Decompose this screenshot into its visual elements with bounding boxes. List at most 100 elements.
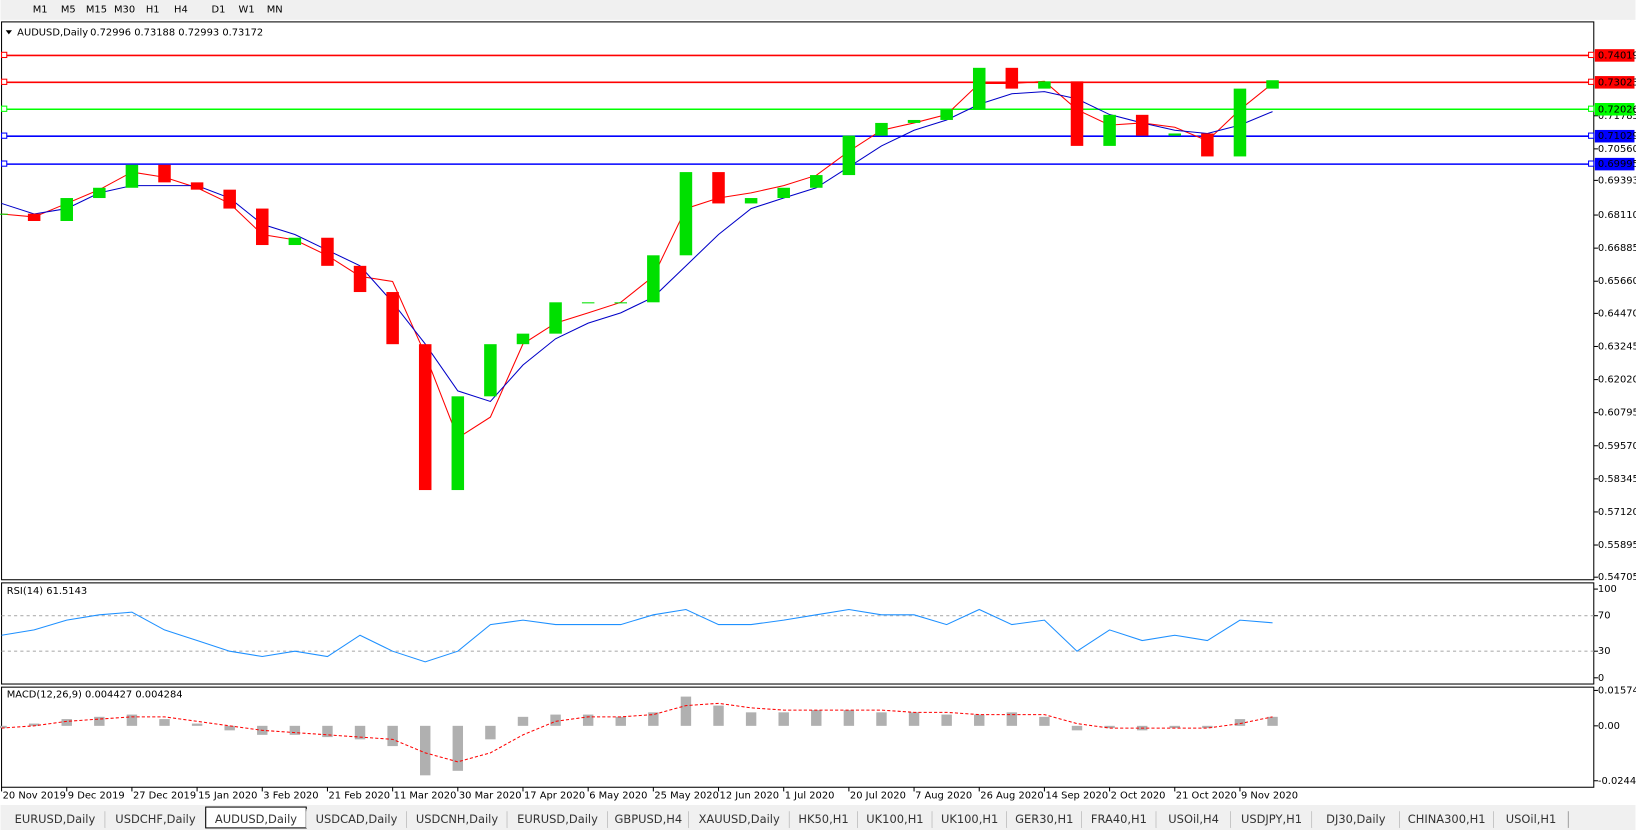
tab-label[interactable]: UK100,H1 <box>866 812 923 826</box>
timeframe-button[interactable]: M15 <box>86 4 107 15</box>
level-handle[interactable] <box>1588 160 1595 167</box>
level-handle[interactable] <box>1588 105 1595 112</box>
tab[interactable] <box>306 809 407 828</box>
tab-label[interactable]: USDJPY,H1 <box>1241 812 1302 826</box>
candle <box>1005 67 1019 89</box>
tab-label[interactable]: GBPUSD,H4 <box>615 812 683 826</box>
tab[interactable] <box>105 809 206 828</box>
candle <box>1233 88 1247 157</box>
histogram-bar <box>1234 719 1246 726</box>
timeframe-button[interactable]: MN <box>267 4 283 15</box>
level-label: 0.71029 <box>1598 131 1636 142</box>
candle <box>712 172 725 204</box>
y-tick-label: 0.55895 <box>1598 540 1636 551</box>
level-handle[interactable] <box>1588 51 1595 59</box>
histogram-bar <box>713 705 724 726</box>
level-handle[interactable] <box>1 160 8 167</box>
histogram-bar <box>94 716 105 726</box>
macd-title: MACD(12,26,9) 0.004427 0.004284 <box>7 689 183 700</box>
tab-label[interactable]: USOil,H4 <box>1168 812 1219 826</box>
quote: 0.72996 0.73188 0.72993 0.73172 <box>90 27 263 38</box>
tab[interactable] <box>406 809 508 828</box>
tab[interactable] <box>932 809 1007 828</box>
candle <box>940 109 953 120</box>
level-handle[interactable] <box>1 51 8 59</box>
level-handle[interactable] <box>1 105 8 112</box>
histogram-bar <box>745 712 757 726</box>
y-tick-label: 30 <box>1598 646 1611 657</box>
candle <box>549 302 562 334</box>
level-handle[interactable] <box>1588 78 1595 85</box>
candle <box>27 213 41 221</box>
candle <box>353 265 367 293</box>
timeframe-button[interactable]: M1 <box>33 4 48 15</box>
tab-label[interactable]: UK100,H1 <box>941 812 998 826</box>
timeframe-button[interactable]: W1 <box>239 4 255 15</box>
tab-label[interactable]: GER30,H1 <box>1015 812 1073 826</box>
level-handle[interactable] <box>1 78 8 85</box>
tab[interactable] <box>1493 809 1569 828</box>
tab-label[interactable]: AUDUSD,Daily <box>215 812 297 826</box>
tab-label[interactable]: USDCHF,Daily <box>115 812 196 826</box>
x-tick-label: 15 Jan 2020 <box>198 791 257 802</box>
candle <box>907 119 921 123</box>
y-tick-label: 0.68110 <box>1598 210 1636 221</box>
candle <box>516 333 530 345</box>
timeframe-button[interactable]: M5 <box>61 4 76 15</box>
tab-label[interactable]: USOil,H1 <box>1506 812 1557 826</box>
tab-label[interactable]: EURUSD,Daily <box>15 812 96 826</box>
tab-label[interactable]: HK50,H1 <box>798 812 848 826</box>
timeframe-button[interactable]: H1 <box>146 4 160 15</box>
indicator-line <box>1 608 1273 663</box>
tab-label[interactable]: EURUSD,Daily <box>517 812 598 826</box>
tab-label[interactable]: USDCAD,Daily <box>316 812 398 826</box>
menu-arrow[interactable] <box>5 30 12 35</box>
histogram-bar <box>420 725 431 776</box>
histogram-bar <box>778 712 789 726</box>
tab[interactable] <box>507 809 608 828</box>
level-handle[interactable] <box>1588 132 1595 139</box>
tab[interactable] <box>789 809 858 828</box>
tab[interactable] <box>4 809 106 828</box>
histogram-bar <box>517 716 529 726</box>
y-tick-label: 0 <box>1598 673 1604 684</box>
tab[interactable] <box>688 809 790 828</box>
candle <box>1103 114 1116 146</box>
y-tick-label: 0.58345 <box>1598 474 1636 485</box>
histogram-bar <box>452 725 464 771</box>
level-label: 0.69995 <box>1598 159 1636 170</box>
histogram-bar <box>550 714 561 726</box>
tab-label[interactable]: CHINA300,H1 <box>1408 812 1486 826</box>
tab-label[interactable]: DJ30,Daily <box>1326 812 1386 826</box>
histogram-bar <box>0 725 7 729</box>
tab[interactable] <box>857 809 933 828</box>
x-tick-label: 3 Feb 2020 <box>263 791 318 802</box>
tab[interactable] <box>1399 809 1494 828</box>
tab[interactable] <box>1081 809 1157 828</box>
histogram-bar <box>615 716 626 726</box>
timeframe-button[interactable]: D1 <box>211 4 225 15</box>
tab-label[interactable]: XAUUSD,Daily <box>699 812 780 826</box>
tab[interactable] <box>1230 809 1313 828</box>
candle <box>875 122 888 136</box>
tab[interactable] <box>1156 809 1231 828</box>
tab[interactable] <box>1312 809 1400 828</box>
y-tick-label: 0.54705 <box>1598 572 1636 583</box>
level-handle[interactable] <box>1 132 8 139</box>
x-tick-label: 9 Nov 2020 <box>1241 791 1298 802</box>
tab-label[interactable]: FRA40,H1 <box>1091 812 1147 826</box>
y-tick-label: 0.66885 <box>1598 243 1636 254</box>
x-tick-label: 17 Apr 2020 <box>524 791 585 802</box>
y-tick-label: 70 <box>1598 611 1611 622</box>
timeframe-button[interactable]: H4 <box>174 4 188 15</box>
candle <box>256 208 269 246</box>
x-tick-label: 14 Sep 2020 <box>1045 791 1108 802</box>
x-tick-label: 27 Dec 2019 <box>133 791 196 802</box>
tab-label[interactable]: USDCNH,Daily <box>416 812 498 826</box>
timeframe-button[interactable]: M30 <box>114 4 135 15</box>
candle <box>451 396 465 491</box>
tab[interactable] <box>1006 809 1082 828</box>
level-label-box <box>1594 76 1635 89</box>
tab[interactable] <box>607 809 689 828</box>
